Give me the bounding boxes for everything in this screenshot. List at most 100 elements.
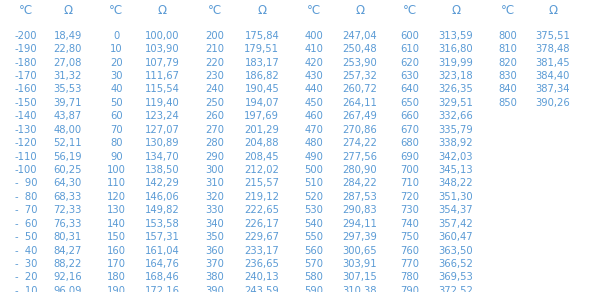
Text: -150: -150 (15, 98, 38, 108)
Text: 326,35: 326,35 (438, 84, 473, 94)
Text: 27,08: 27,08 (54, 58, 82, 67)
Text: 340: 340 (206, 219, 224, 229)
Text: 790: 790 (400, 286, 419, 292)
Text: 267,49: 267,49 (342, 111, 378, 121)
Text: 560: 560 (304, 246, 324, 256)
Text: 243,59: 243,59 (244, 286, 279, 292)
Text: 750: 750 (400, 232, 419, 242)
Text: Ω: Ω (158, 4, 167, 18)
Text: -180: -180 (15, 58, 38, 67)
Text: -130: -130 (15, 125, 38, 135)
Text: 820: 820 (498, 58, 518, 67)
Text: 240: 240 (205, 84, 225, 94)
Text: 520: 520 (304, 192, 324, 202)
Text: 338,92: 338,92 (438, 138, 473, 148)
Text: 123,24: 123,24 (145, 111, 180, 121)
Text: °C: °C (19, 4, 33, 18)
Text: 215,57: 215,57 (244, 178, 279, 188)
Text: 100,00: 100,00 (145, 31, 179, 41)
Text: 39,71: 39,71 (53, 98, 82, 108)
Text: 103,90: 103,90 (145, 44, 180, 54)
Text: 323,18: 323,18 (438, 71, 473, 81)
Text: 110: 110 (107, 178, 126, 188)
Text: -  80: - 80 (15, 192, 37, 202)
Text: 470: 470 (304, 125, 324, 135)
Text: 500: 500 (304, 165, 324, 175)
Text: 161,04: 161,04 (145, 246, 180, 256)
Text: 250: 250 (205, 98, 225, 108)
Text: 284,22: 284,22 (342, 178, 378, 188)
Text: 378,48: 378,48 (536, 44, 570, 54)
Text: 115,54: 115,54 (145, 84, 180, 94)
Text: 430: 430 (305, 71, 323, 81)
Text: 287,53: 287,53 (342, 192, 378, 202)
Text: °C: °C (402, 4, 417, 18)
Text: 204,88: 204,88 (245, 138, 279, 148)
Text: 50: 50 (110, 98, 122, 108)
Text: 610: 610 (400, 44, 419, 54)
Text: 810: 810 (498, 44, 518, 54)
Text: 130: 130 (107, 205, 126, 215)
Text: 290,83: 290,83 (342, 205, 378, 215)
Text: 384,40: 384,40 (536, 71, 570, 81)
Text: 351,30: 351,30 (438, 192, 473, 202)
Text: 197,69: 197,69 (244, 111, 279, 121)
Text: 168,46: 168,46 (145, 272, 180, 282)
Text: 20: 20 (110, 58, 122, 67)
Text: 194,07: 194,07 (244, 98, 279, 108)
Text: 90: 90 (110, 152, 122, 161)
Text: 332,66: 332,66 (438, 111, 473, 121)
Text: -110: -110 (15, 152, 38, 161)
Text: 190: 190 (107, 286, 126, 292)
Text: 250,48: 250,48 (342, 44, 378, 54)
Text: -140: -140 (15, 111, 38, 121)
Text: 150: 150 (107, 232, 126, 242)
Text: 76,33: 76,33 (54, 219, 82, 229)
Text: °C: °C (109, 4, 124, 18)
Text: Ω: Ω (548, 4, 558, 18)
Text: 760: 760 (400, 246, 419, 256)
Text: 680: 680 (400, 138, 419, 148)
Text: 186,82: 186,82 (244, 71, 279, 81)
Text: -190: -190 (15, 44, 38, 54)
Text: 345,13: 345,13 (438, 165, 473, 175)
Text: 70: 70 (110, 125, 122, 135)
Text: -  10: - 10 (15, 286, 38, 292)
Text: 770: 770 (400, 259, 419, 269)
Text: 111,67: 111,67 (145, 71, 180, 81)
Text: 48,00: 48,00 (54, 125, 82, 135)
Text: 140: 140 (107, 219, 126, 229)
Text: °C: °C (501, 4, 515, 18)
Text: 740: 740 (400, 219, 419, 229)
Text: 200: 200 (205, 31, 225, 41)
Text: 201,29: 201,29 (244, 125, 279, 135)
Text: 319,99: 319,99 (438, 58, 473, 67)
Text: 390: 390 (205, 286, 225, 292)
Text: 212,02: 212,02 (244, 165, 279, 175)
Text: 313,59: 313,59 (438, 31, 473, 41)
Text: 360: 360 (205, 246, 225, 256)
Text: 92,16: 92,16 (53, 272, 82, 282)
Text: 84,27: 84,27 (54, 246, 82, 256)
Text: 307,15: 307,15 (342, 272, 378, 282)
Text: 226,17: 226,17 (244, 219, 279, 229)
Text: 280: 280 (205, 138, 225, 148)
Text: 335,79: 335,79 (438, 125, 473, 135)
Text: 183,17: 183,17 (244, 58, 279, 67)
Text: 650: 650 (400, 98, 419, 108)
Text: -  50: - 50 (15, 232, 38, 242)
Text: 80: 80 (110, 138, 122, 148)
Text: 329,51: 329,51 (438, 98, 473, 108)
Text: -  30: - 30 (15, 259, 37, 269)
Text: 300,65: 300,65 (342, 246, 378, 256)
Text: 236,65: 236,65 (244, 259, 279, 269)
Text: 190,45: 190,45 (244, 84, 279, 94)
Text: 570: 570 (304, 259, 324, 269)
Text: 179,51: 179,51 (244, 44, 279, 54)
Text: °C: °C (208, 4, 222, 18)
Text: 348,22: 348,22 (438, 178, 473, 188)
Text: 60: 60 (110, 111, 122, 121)
Text: 303,91: 303,91 (342, 259, 378, 269)
Text: 590: 590 (304, 286, 324, 292)
Text: 700: 700 (400, 165, 419, 175)
